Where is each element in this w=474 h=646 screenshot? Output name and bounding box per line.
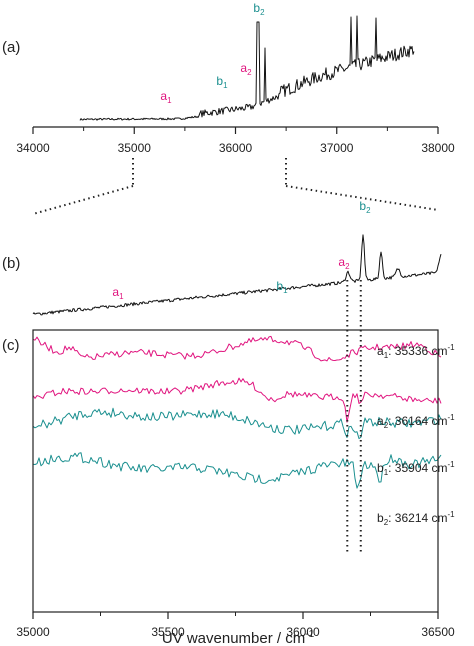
- series-label-b2: b2: 36214 cm-1: [377, 510, 455, 527]
- panel-a-tick-label: 38000: [421, 141, 455, 155]
- panel-c-tick-label: 35000: [16, 625, 50, 639]
- panel-b-peak-b2: b2: [359, 199, 371, 215]
- panel-a-label: (a): [2, 39, 20, 56]
- panel-a-tick-label: 36000: [219, 141, 253, 155]
- panel-c-tick-label: 36500: [421, 625, 455, 639]
- panel-c-trace-b1: [32, 407, 442, 440]
- panel-c-guide-lines: [346, 280, 362, 552]
- panel-c-tick-label: 35500: [151, 625, 185, 639]
- panel-c-tick-label: 36000: [286, 625, 320, 639]
- panel-b-spectrum: [32, 234, 442, 316]
- zoom-connector-left-d: [32, 185, 134, 215]
- panel-a-tick-label: 37000: [320, 141, 354, 155]
- panel-b-label: (b): [2, 255, 20, 272]
- panel-a-peak-b2: b2: [253, 1, 265, 17]
- panel-c-trace-b2: [32, 452, 442, 489]
- panel-c-trace-a2: [32, 377, 442, 423]
- panel-a-peak-labels: a1 b1 a2 b2: [160, 1, 265, 105]
- panel-a-spectrum: [79, 15, 415, 121]
- panel-b-peak-a2: a2: [338, 255, 350, 271]
- panel-b-peak-labels: a1 b1 a2 b2: [112, 199, 371, 301]
- panel-a-peak-a2: a2: [240, 61, 252, 77]
- panel-c-trace-a1: [32, 335, 442, 362]
- series-label-a2: a2: 36164 cm-1: [377, 413, 455, 430]
- panel-b-peak-a1: a1: [112, 285, 124, 301]
- x-axis-title: UV wavenumber / cm-1: [162, 629, 315, 646]
- panel-b-peak-b1: b1: [276, 279, 288, 295]
- panel-a-peak-a1: a1: [160, 89, 172, 105]
- panel-a-tick-label: 34000: [16, 141, 50, 155]
- panel-a-ticks: 34000 35000 36000 37000 38000: [16, 127, 455, 155]
- panel-c-series-labels: a1: 35336 cm-1 a2: 36164 cm-1 b1: 35904 cm…: [377, 343, 455, 527]
- zoom-connector-right-d: [285, 185, 439, 211]
- panel-c-label: (c): [2, 337, 20, 354]
- series-label-b1: b1: 35904 cm-1: [377, 460, 455, 477]
- panel-c-traces: [32, 335, 442, 489]
- panel-a-peak-b1: b1: [216, 74, 228, 90]
- series-label-a1: a1: 35336 cm-1: [377, 343, 455, 360]
- panel-c-ticks: 35000 35500 36000 36500: [16, 612, 455, 639]
- panel-a-tick-label: 35000: [118, 141, 152, 155]
